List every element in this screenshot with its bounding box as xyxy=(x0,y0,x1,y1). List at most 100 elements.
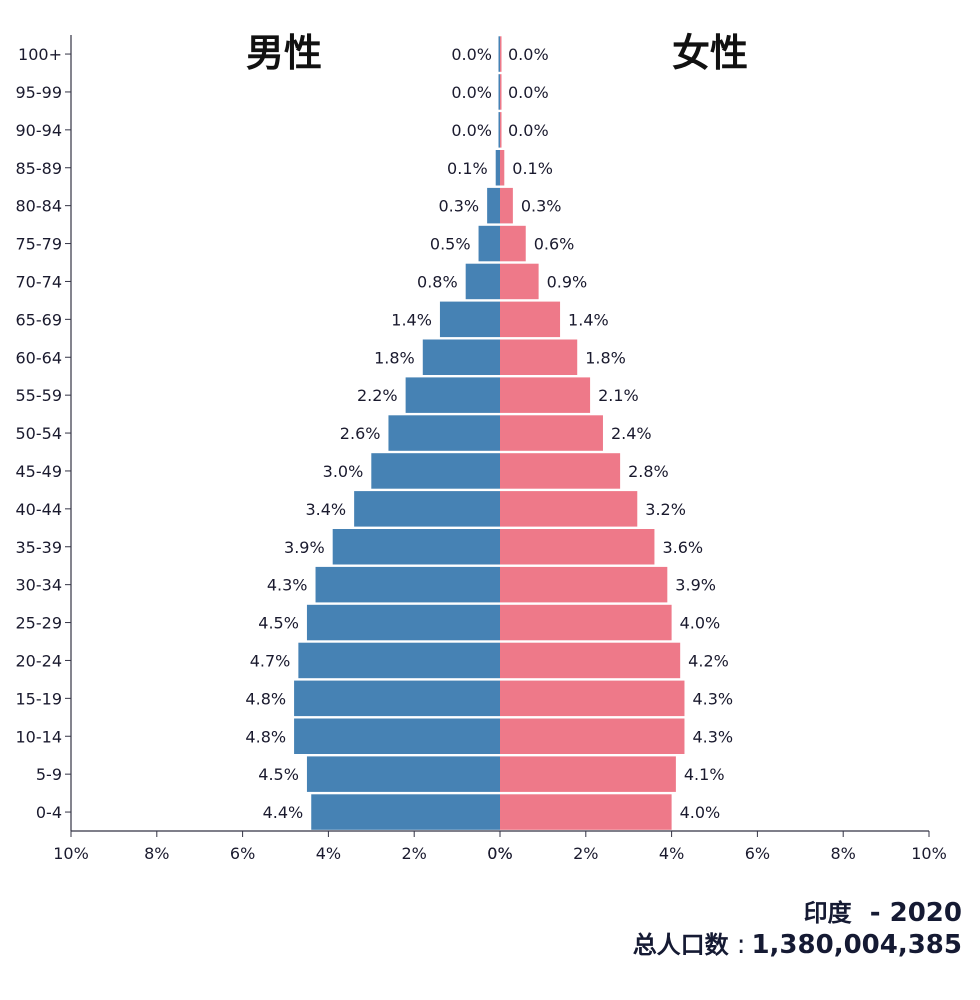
male-bar xyxy=(495,150,500,186)
female-bar xyxy=(500,263,539,300)
y-tick-label: 75-79 xyxy=(16,235,63,254)
female-bar xyxy=(500,642,681,679)
male-bar xyxy=(306,756,500,792)
male-value-label: 2.6% xyxy=(340,424,381,443)
y-tick-label: 85-89 xyxy=(16,159,63,178)
male-value-label: 4.4% xyxy=(263,803,304,822)
x-tick-label: 8% xyxy=(831,844,856,863)
male-value-label: 3.4% xyxy=(305,500,346,519)
y-tick-label: 50-54 xyxy=(16,424,63,443)
y-tick-label: 25-29 xyxy=(16,614,63,633)
male-bar xyxy=(306,604,500,641)
female-bar xyxy=(500,453,621,489)
y-tick-label: 90-94 xyxy=(16,121,63,140)
y-tick-label: 40-44 xyxy=(16,500,63,519)
female-value-label: 1.4% xyxy=(568,310,609,329)
male-value-label: 4.7% xyxy=(250,651,291,670)
female-bar xyxy=(500,529,655,565)
female-bar xyxy=(500,112,502,148)
female-value-label: 4.0% xyxy=(680,803,721,822)
female-value-label: 0.6% xyxy=(534,235,575,254)
male-value-label: 4.5% xyxy=(258,614,299,633)
male-bar xyxy=(498,74,500,110)
y-tick-label: 0-4 xyxy=(36,803,62,822)
female-bar xyxy=(500,491,638,527)
female-value-label: 0.0% xyxy=(508,121,549,140)
female-bar xyxy=(500,566,668,603)
female-value-label: 0.0% xyxy=(508,45,549,64)
female-title: 女性 xyxy=(672,31,749,75)
total-value: 1,380,004,385 xyxy=(751,930,962,960)
male-bar xyxy=(354,491,500,527)
y-tick-label: 55-59 xyxy=(16,386,63,405)
female-bar xyxy=(500,718,685,754)
male-value-label: 4.8% xyxy=(245,727,286,746)
male-value-label: 0.0% xyxy=(451,121,492,140)
male-bar xyxy=(478,225,500,262)
y-tick-label: 95-99 xyxy=(16,83,63,102)
male-value-label: 1.4% xyxy=(391,310,432,329)
female-value-label: 3.6% xyxy=(662,538,703,557)
x-tick-label: 10% xyxy=(53,844,89,863)
male-bar xyxy=(439,301,500,338)
female-bar xyxy=(500,225,526,262)
y-tick-label: 35-39 xyxy=(16,538,63,557)
y-tick-label: 60-64 xyxy=(16,348,63,367)
male-value-label: 0.3% xyxy=(438,197,479,216)
y-tick-label: 15-19 xyxy=(16,689,63,708)
female-bar xyxy=(500,339,578,375)
female-bar xyxy=(500,150,505,186)
female-value-label: 3.2% xyxy=(645,500,686,519)
female-bar xyxy=(500,415,603,451)
male-bar xyxy=(371,453,500,489)
y-tick-label: 30-34 xyxy=(16,576,63,595)
x-tick-label: 0% xyxy=(487,844,512,863)
female-value-label: 0.1% xyxy=(512,159,553,178)
female-bar xyxy=(500,604,672,641)
x-tick-label: 6% xyxy=(230,844,255,863)
male-value-label: 4.8% xyxy=(245,689,286,708)
male-bar xyxy=(294,718,500,754)
female-bar xyxy=(500,36,502,72)
country-year: 印度 - 2020 xyxy=(804,893,962,928)
y-tick-label: 100+ xyxy=(18,45,62,64)
male-bar xyxy=(294,680,500,717)
female-bar xyxy=(500,794,672,830)
male-bar xyxy=(465,263,500,300)
male-bar xyxy=(332,529,500,565)
male-title: 男性 xyxy=(246,31,323,75)
female-value-label: 2.1% xyxy=(598,386,639,405)
x-tick-label: 4% xyxy=(659,844,684,863)
male-value-label: 3.9% xyxy=(284,538,325,557)
total-population: 总人口数:1,380,004,385 xyxy=(633,925,962,960)
y-tick-label: 10-14 xyxy=(16,727,63,746)
y-tick-label: 45-49 xyxy=(16,462,63,481)
male-bar xyxy=(298,642,500,679)
male-value-label: 3.0% xyxy=(323,462,364,481)
male-value-label: 0.0% xyxy=(451,83,492,102)
y-tick-label: 5-9 xyxy=(36,765,62,784)
male-bar xyxy=(487,187,500,224)
female-value-label: 0.0% xyxy=(508,83,549,102)
x-tick-label: 2% xyxy=(402,844,427,863)
female-value-label: 4.3% xyxy=(692,689,733,708)
male-bar xyxy=(498,36,500,72)
x-tick-label: 10% xyxy=(911,844,947,863)
male-bar xyxy=(498,112,500,148)
y-tick-label: 70-74 xyxy=(16,272,63,291)
x-tick-label: 6% xyxy=(745,844,770,863)
female-value-label: 2.4% xyxy=(611,424,652,443)
male-value-label: 2.2% xyxy=(357,386,398,405)
male-value-label: 0.0% xyxy=(451,45,492,64)
male-value-label: 1.8% xyxy=(374,348,415,367)
population-pyramid-chart: 4.4% 4.5% 4.8% 4.8% 4.7% 4.5% 4.3% 3.9% 3.4% 3.0%… xyxy=(16,35,947,863)
female-value-label: 4.2% xyxy=(688,651,729,670)
male-bar xyxy=(405,377,500,413)
year-label: - 2020 xyxy=(869,898,962,928)
total-label: 总人口数 xyxy=(632,931,729,959)
male-bar xyxy=(388,415,500,451)
female-value-label: 2.8% xyxy=(628,462,669,481)
female-value-label: 1.8% xyxy=(585,348,626,367)
x-tick-label: 4% xyxy=(316,844,341,863)
female-value-label: 4.0% xyxy=(680,614,721,633)
